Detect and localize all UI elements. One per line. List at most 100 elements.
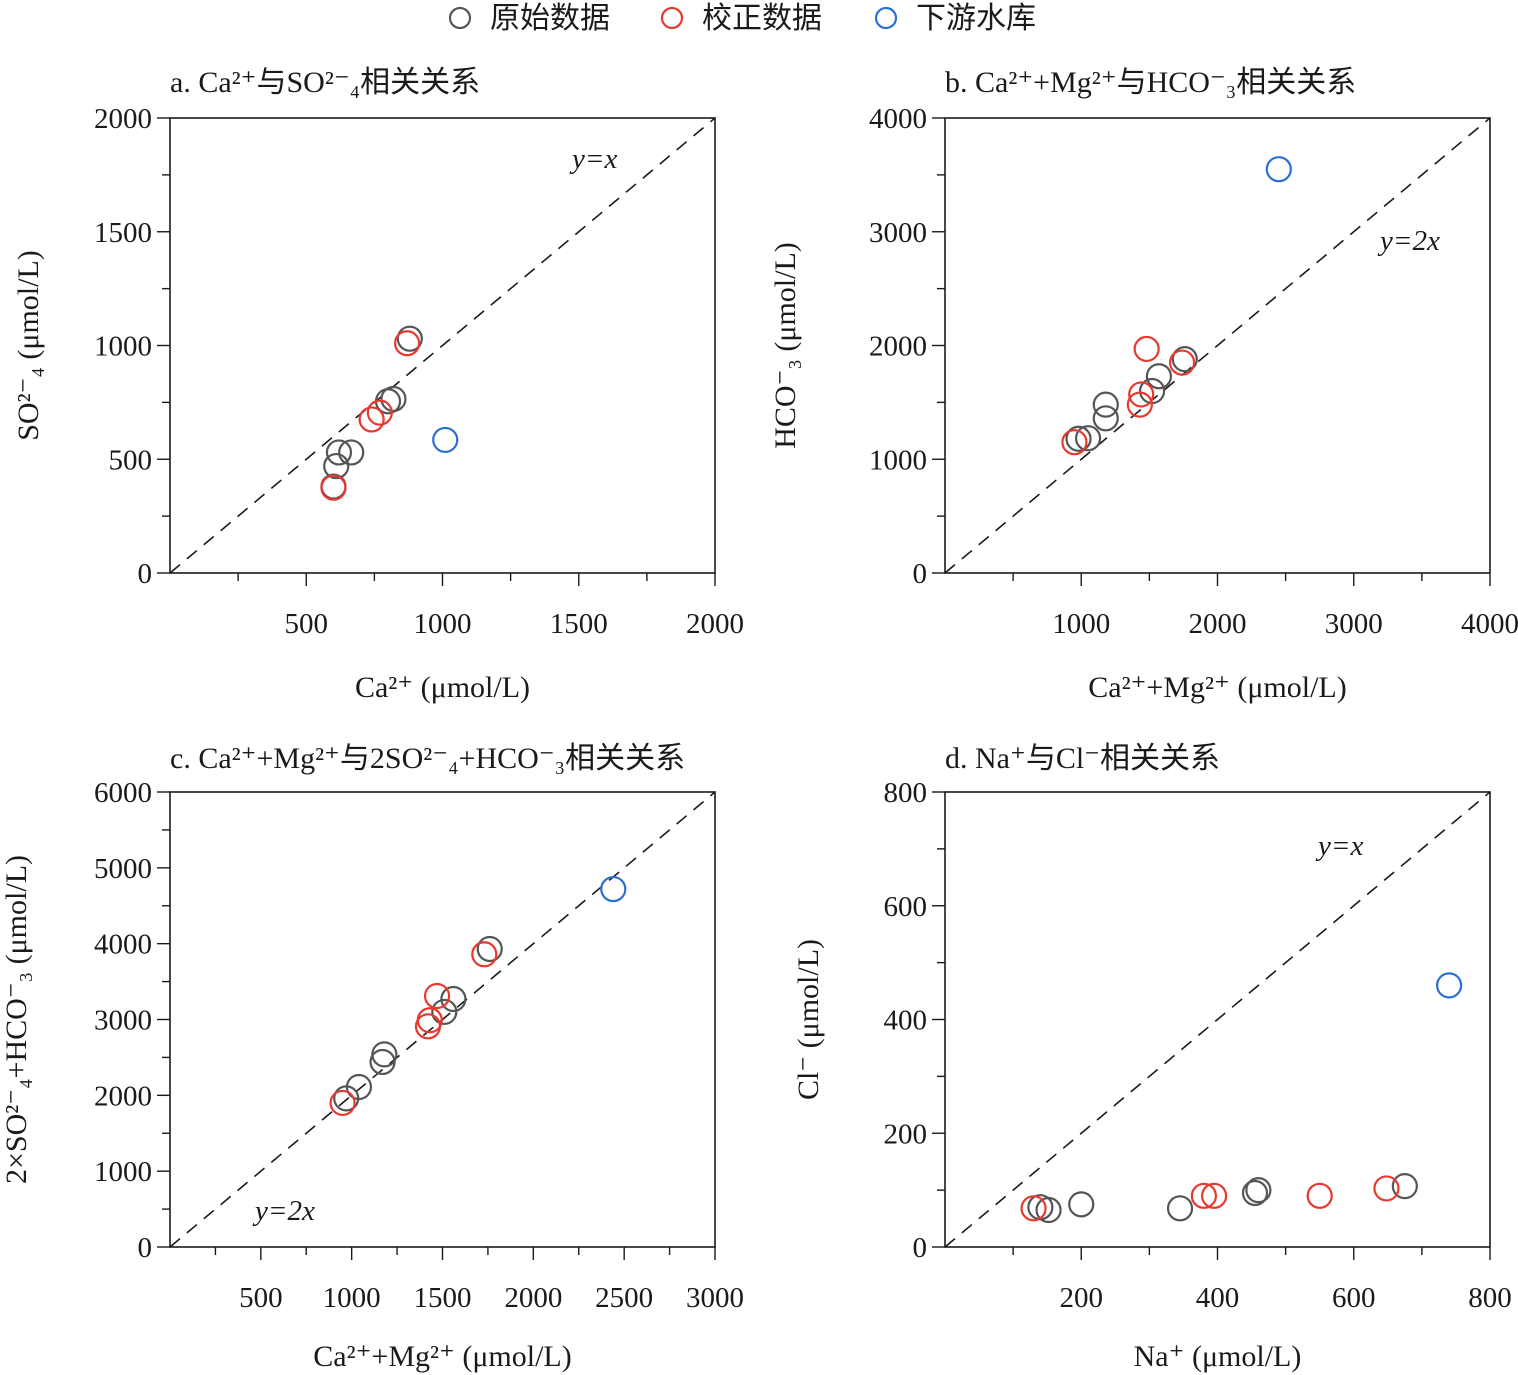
- data-point: [371, 1041, 398, 1068]
- x-tick-label: 200: [1060, 1282, 1104, 1314]
- x-tick-label: 1500: [414, 1282, 472, 1314]
- x-tick-label: 1000: [414, 608, 472, 640]
- x-axis-title: Ca²⁺+Mg²⁺ (μmol/L): [313, 1340, 571, 1373]
- y-tick-label: 0: [138, 1232, 153, 1264]
- y-tick-label: 3000: [869, 217, 927, 249]
- y-tick-label: 0: [913, 1232, 928, 1264]
- x-tick-label: 2000: [504, 1282, 562, 1314]
- data-point: [1200, 1182, 1228, 1209]
- x-tick-label: 1000: [1052, 608, 1110, 640]
- data-point: [1035, 1196, 1062, 1224]
- data-point: [393, 330, 421, 357]
- data-point: [600, 875, 627, 903]
- legend-item-corrected: 校正数据: [660, 2, 822, 35]
- x-axis-title: Ca²⁺+Mg²⁺ (μmol/L): [1088, 671, 1346, 704]
- reference-line-label: y=2x: [1377, 225, 1440, 257]
- y-tick-label: 0: [913, 558, 928, 590]
- y-tick-label: 1000: [94, 331, 152, 363]
- data-point: [1133, 335, 1160, 363]
- data-point: [1168, 349, 1196, 376]
- x-tick-label: 500: [285, 608, 329, 640]
- legend-label-corrected: 校正数据: [702, 2, 822, 35]
- data-point: [1190, 1182, 1217, 1209]
- data-point: [1373, 1175, 1400, 1202]
- data-point: [1020, 1195, 1047, 1222]
- x-tick-label: 1000: [323, 1282, 381, 1314]
- x-tick-label: 3000: [686, 1282, 744, 1314]
- data-point: [380, 385, 407, 413]
- data-point: [325, 439, 353, 466]
- reference-line-label: y=2x: [252, 1195, 315, 1227]
- panel-title: d. Na⁺与Cl⁻相关关系: [945, 742, 1220, 775]
- x-axis-title: Na⁺ (μmol/L): [1134, 1340, 1302, 1373]
- y-tick-label: 5000: [94, 853, 152, 885]
- panel-c: c. Ca²⁺+Mg²⁺与2SO²⁻₄+HCO⁻₃相关关系 0 1000 2000 30…: [0, 742, 744, 1373]
- y-tick-label: 3000: [94, 1005, 152, 1037]
- y-tick-label: 800: [884, 777, 928, 809]
- legend-marker-raw: [448, 6, 472, 30]
- data-point: [358, 406, 385, 433]
- y-tick-label: 600: [884, 891, 928, 923]
- legend-label-reservoir: 下游水库: [916, 2, 1036, 35]
- data-point: [476, 935, 503, 963]
- x-tick-label: 800: [1468, 1282, 1512, 1314]
- data-point: [1436, 972, 1463, 999]
- data-point: [1391, 1173, 1418, 1200]
- data-point: [1092, 391, 1119, 418]
- x-tick-label: 2000: [1189, 608, 1247, 640]
- y-tick-label: 500: [109, 444, 153, 476]
- y-axis-title: SO²⁻₄ (μmol/L): [12, 250, 45, 441]
- y-axis-title: 2×SO²⁻₄+HCO⁻₃ (μmol/L): [0, 855, 33, 1184]
- y-tick-label: 4000: [869, 103, 927, 135]
- reference-line: [944, 117, 1491, 574]
- y-tick-label: 400: [884, 1005, 928, 1037]
- legend: 原始数据 校正数据 下游水库: [448, 2, 1036, 35]
- legend-label-raw: 原始数据: [490, 2, 610, 35]
- y-tick-label: 1000: [94, 1156, 152, 1188]
- x-tick-label: 3000: [1325, 608, 1383, 640]
- x-tick-label: 2000: [686, 608, 744, 640]
- data-point: [1245, 1177, 1272, 1204]
- data-point: [416, 1007, 443, 1034]
- panel-title: c. Ca²⁺+Mg²⁺与2SO²⁻₄+HCO⁻₃相关关系: [170, 742, 685, 775]
- data-point: [1074, 425, 1102, 452]
- y-tick-label: 2000: [94, 103, 152, 135]
- data-point: [1306, 1182, 1333, 1209]
- data-point: [1092, 405, 1119, 432]
- x-axis-title: Ca²⁺ (μmol/L): [355, 671, 530, 704]
- data-point: [320, 474, 347, 501]
- data-point: [431, 998, 458, 1026]
- legend-item-raw: 原始数据: [448, 2, 610, 35]
- y-tick-label: 1500: [94, 217, 152, 249]
- panel-a: a. Ca²⁺与SO²⁻₄相关关系 0 500 1000 1500 2000 500 1000…: [12, 66, 744, 704]
- y-axis-title: HCO⁻₃ (μmol/L): [769, 242, 802, 449]
- x-tick-label: 600: [1332, 1282, 1376, 1314]
- x-tick-label: 2500: [595, 1282, 653, 1314]
- data-point: [1241, 1179, 1269, 1207]
- data-point: [1126, 391, 1153, 418]
- data-point: [1166, 1195, 1194, 1222]
- data-point: [338, 439, 365, 466]
- x-tick-label: 4000: [1461, 608, 1518, 640]
- panel-b: b. Ca²⁺+Mg²⁺与HCO⁻₃相关关系 0 1000 2000 3000 4000 1…: [769, 66, 1518, 704]
- data-point: [1145, 363, 1173, 390]
- y-tick-label: 1000: [869, 444, 927, 476]
- legend-marker-corrected: [660, 6, 684, 30]
- legend-item-reservoir: 下游水库: [874, 2, 1036, 35]
- data-point: [323, 452, 350, 480]
- data-point: [329, 1089, 356, 1117]
- x-tick-label: 400: [1196, 1282, 1240, 1314]
- data-point: [1065, 425, 1092, 452]
- data-point: [423, 982, 451, 1010]
- panel-d: d. Na⁺与Cl⁻相关关系 0 200 400 600 800 200 400 600 800 N…: [792, 742, 1512, 1373]
- panel-title: a. Ca²⁺与SO²⁻₄相关关系: [170, 66, 480, 99]
- y-tick-label: 2000: [869, 331, 927, 363]
- y-tick-label: 6000: [94, 777, 152, 809]
- data-point: [1171, 346, 1198, 373]
- y-tick-label: 200: [884, 1118, 928, 1150]
- data-point: [440, 985, 467, 1013]
- y-tick-label: 0: [138, 558, 153, 590]
- reference-line-label: y=x: [569, 143, 617, 175]
- data-point: [396, 325, 423, 352]
